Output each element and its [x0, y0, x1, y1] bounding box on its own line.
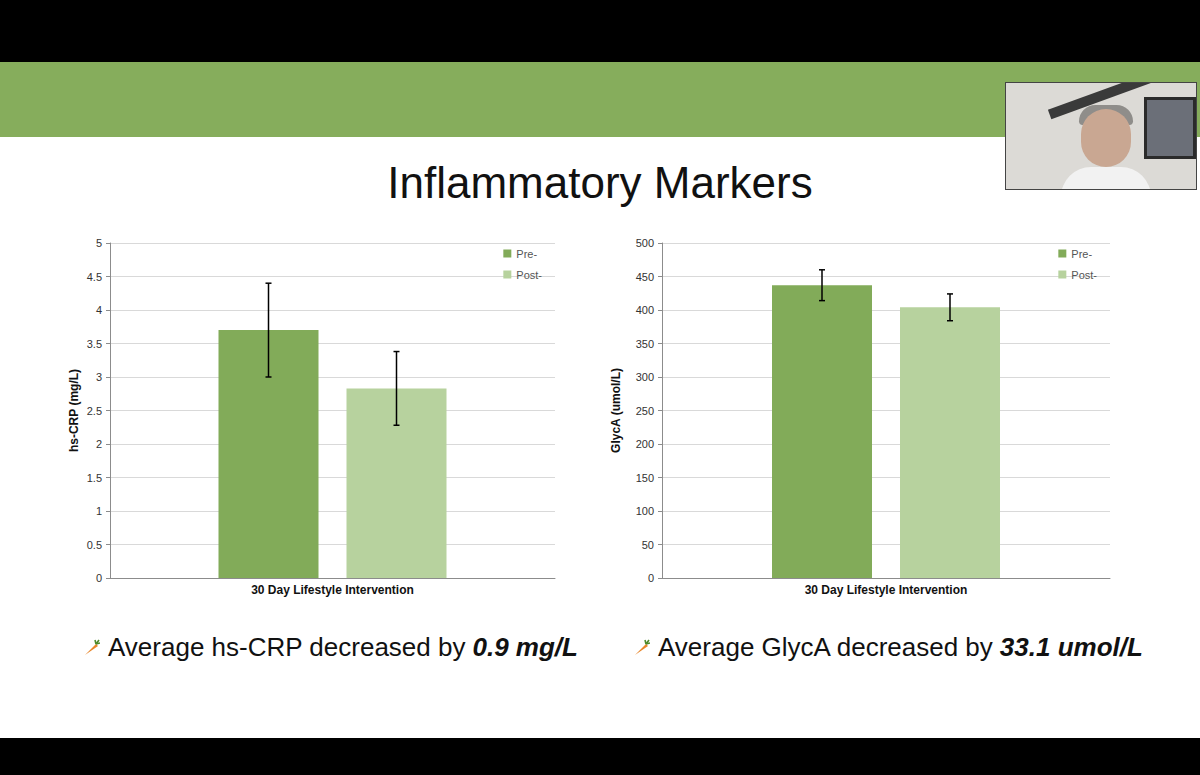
html-text:Inflammatory Markers: Inflammatory Markers	[387, 158, 813, 207]
svg-text:GlycA (umol/L): GlycA (umol/L)	[609, 368, 623, 453]
svg-text:30 Day Lifestyle Intervention: 30 Day Lifestyle Intervention	[251, 583, 414, 597]
svg-text:Pre-: Pre-	[1071, 248, 1092, 260]
svg-text:4: 4	[96, 304, 102, 316]
svg-text:5: 5	[96, 237, 102, 249]
svg-text:0.5: 0.5	[87, 539, 102, 551]
html-text:Average GlycA decreased by 33.: Average GlycA decreased by 33.1 umol/L	[658, 632, 1143, 662]
svg-text:Post-: Post-	[516, 269, 542, 281]
svg-text:50: 50	[642, 539, 654, 551]
svg-text:1: 1	[96, 505, 102, 517]
svg-text:3: 3	[96, 371, 102, 383]
svg-text:100: 100	[636, 505, 654, 517]
svg-text:0: 0	[96, 572, 102, 584]
svg-text:450: 450	[636, 271, 654, 283]
html-text:Average hs-CRP decreased by 0.: Average hs-CRP decreased by 0.9 mg/L	[108, 632, 578, 662]
svg-text:2.5: 2.5	[87, 405, 102, 417]
svg-text:3.5: 3.5	[87, 338, 102, 350]
svg-text:1.5: 1.5	[87, 472, 102, 484]
svg-text:Pre-: Pre-	[516, 248, 537, 260]
svg-text:0: 0	[648, 572, 654, 584]
svg-text:hs-CRP (mg/L): hs-CRP (mg/L)	[67, 369, 81, 452]
svg-text:250: 250	[636, 405, 654, 417]
svg-text:350: 350	[636, 338, 654, 350]
svg-text:2: 2	[96, 438, 102, 450]
svg-text:4.5: 4.5	[87, 271, 102, 283]
svg-text:300: 300	[636, 371, 654, 383]
svg-text:Post-: Post-	[1071, 269, 1097, 281]
svg-text:150: 150	[636, 472, 654, 484]
svg-text:400: 400	[636, 304, 654, 316]
svg-text:30 Day Lifestyle Intervention: 30 Day Lifestyle Intervention	[805, 583, 968, 597]
svg-text:500: 500	[636, 237, 654, 249]
svg-text:200: 200	[636, 438, 654, 450]
